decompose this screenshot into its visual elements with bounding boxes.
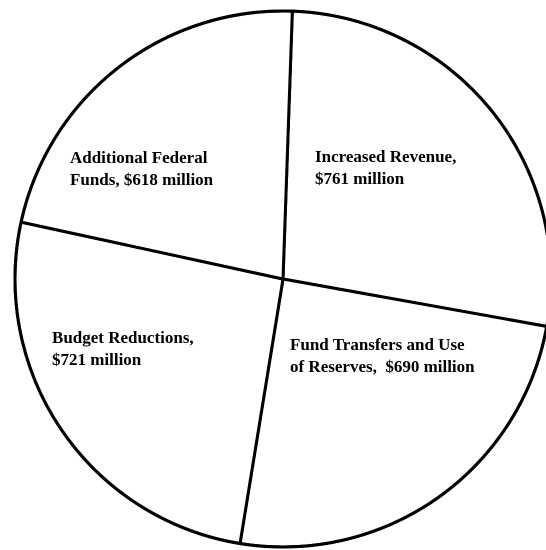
slice-label-line: Funds, $618 million bbox=[70, 170, 214, 189]
slice-label-1: Increased Revenue, $761 million bbox=[315, 147, 456, 188]
pie-slices bbox=[13, 9, 546, 549]
pie-slice-2 bbox=[238, 277, 546, 549]
pie-labels: Increased Revenue, $761 million Fund Trans… bbox=[52, 147, 475, 376]
slice-label-line: Increased Revenue, bbox=[315, 147, 456, 166]
slice-label-3: Budget Reductions, $721 million bbox=[52, 328, 194, 369]
slice-label-line: Additional Federal bbox=[70, 148, 208, 167]
slice-label-line: Budget Reductions, bbox=[52, 328, 194, 347]
slice-label-4: Additional Federal Funds, $618 million bbox=[70, 148, 214, 189]
slice-label-line: $721 million bbox=[52, 350, 142, 369]
slice-label-line: of Reserves, $690 million bbox=[290, 357, 475, 376]
slice-label-2: Fund Transfers and Use of Reserves, $690 … bbox=[290, 335, 475, 376]
slice-label-line: $761 million bbox=[315, 169, 405, 188]
slice-label-line: Fund Transfers and Use bbox=[290, 335, 465, 354]
pie-outline bbox=[13, 9, 546, 549]
